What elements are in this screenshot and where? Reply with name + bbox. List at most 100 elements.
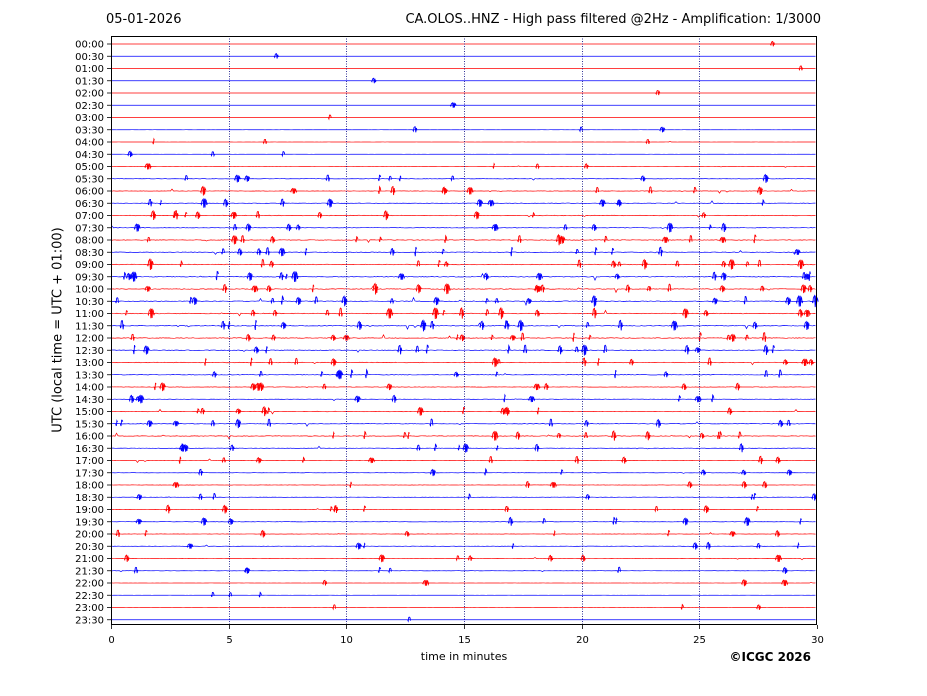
trace-event xyxy=(737,431,742,439)
trace-1030 xyxy=(111,296,816,306)
trace-event xyxy=(349,369,354,378)
trace-2000 xyxy=(111,532,816,535)
trace-event xyxy=(720,272,727,281)
trace-event xyxy=(661,236,670,243)
trace-event xyxy=(269,235,276,244)
trace-event xyxy=(135,518,143,525)
trace-event xyxy=(433,443,438,451)
trace-event xyxy=(504,320,510,330)
trace-event xyxy=(125,272,132,281)
row-label: 06:00 xyxy=(75,187,104,198)
trace-event xyxy=(752,321,758,330)
trace-event xyxy=(572,332,575,342)
trace-event xyxy=(152,137,155,145)
trace-event xyxy=(258,382,265,392)
trace-0900 xyxy=(111,263,816,266)
trace-event xyxy=(557,345,563,355)
trace-event xyxy=(775,456,781,464)
trace-event xyxy=(233,174,241,183)
trace-event xyxy=(317,211,323,219)
trace-event xyxy=(682,517,689,526)
trace-event xyxy=(574,456,579,464)
trace-event xyxy=(119,319,125,330)
trace-event xyxy=(172,481,180,488)
trace-event xyxy=(221,457,227,464)
trace-event xyxy=(385,307,394,319)
trace-event xyxy=(711,393,715,403)
trace-event xyxy=(535,163,540,170)
trace-1300 xyxy=(111,361,816,366)
trace-event xyxy=(467,555,473,561)
trace-event xyxy=(210,151,216,158)
x-axis-label: time in minutes xyxy=(420,650,508,663)
trace-event xyxy=(459,334,466,342)
trace-event xyxy=(729,333,737,342)
plot-frame xyxy=(111,36,817,625)
row-label: 18:00 xyxy=(75,481,104,492)
trace-event xyxy=(484,298,489,305)
trace-event xyxy=(581,357,587,367)
trace-event xyxy=(189,296,193,304)
trace-event xyxy=(326,198,334,208)
trace-event xyxy=(734,382,741,391)
trace-event xyxy=(496,358,501,365)
trace-event xyxy=(621,456,627,464)
trace-event xyxy=(741,480,748,489)
trace-event xyxy=(801,358,809,367)
trace-event xyxy=(232,212,237,218)
trace-event xyxy=(811,493,817,501)
trace-2130 xyxy=(111,570,816,573)
row-label: 21:30 xyxy=(75,566,104,577)
trace-event xyxy=(342,334,350,341)
trace-event xyxy=(243,175,251,182)
trace-event xyxy=(278,247,286,257)
trace-event xyxy=(457,444,461,451)
row-label: 20:30 xyxy=(75,542,104,553)
row-label: 01:00 xyxy=(75,64,104,75)
trace-0730 xyxy=(111,225,816,230)
trace-event xyxy=(603,235,608,243)
trace-event xyxy=(560,469,564,475)
trace-event xyxy=(488,456,493,464)
row-label: 13:30 xyxy=(75,370,104,381)
trace-event xyxy=(289,187,298,194)
trace-event xyxy=(200,517,208,526)
row-label: 00:30 xyxy=(75,52,104,63)
trace-event xyxy=(811,294,819,308)
trace-event xyxy=(692,186,697,194)
trace-event xyxy=(491,430,499,441)
trace-event xyxy=(159,382,167,392)
trace-0830 xyxy=(111,250,816,255)
trace-event xyxy=(412,126,418,133)
trace-event xyxy=(490,334,494,341)
row-label: 04:00 xyxy=(75,138,104,149)
trace-event xyxy=(159,199,163,206)
row-label: 05:30 xyxy=(75,174,104,185)
trace-event xyxy=(172,420,180,427)
trace-event xyxy=(391,394,397,403)
trace-event xyxy=(295,296,302,306)
trace-event xyxy=(522,344,528,354)
trace-event xyxy=(215,270,219,281)
trace-event xyxy=(415,283,422,294)
trace-1000 xyxy=(111,285,816,294)
trace-event xyxy=(680,603,684,610)
trace-event xyxy=(705,541,711,550)
trace-event xyxy=(616,199,622,207)
row-label: 07:30 xyxy=(75,223,104,234)
trace-event xyxy=(666,529,671,537)
trace-event xyxy=(198,493,203,501)
trace-event xyxy=(681,307,689,319)
trace-event xyxy=(285,223,292,232)
trace-1330 xyxy=(111,373,816,376)
trace-event xyxy=(703,505,710,514)
trace-event xyxy=(146,258,154,271)
trace-event xyxy=(774,530,781,538)
trace-event xyxy=(332,431,335,439)
trace-event xyxy=(325,309,330,316)
trace-event xyxy=(386,383,393,391)
x-tick-label: 5 xyxy=(226,635,232,646)
trace-event xyxy=(147,308,155,319)
trace-event xyxy=(378,236,382,242)
row-label: 23:30 xyxy=(75,615,104,626)
